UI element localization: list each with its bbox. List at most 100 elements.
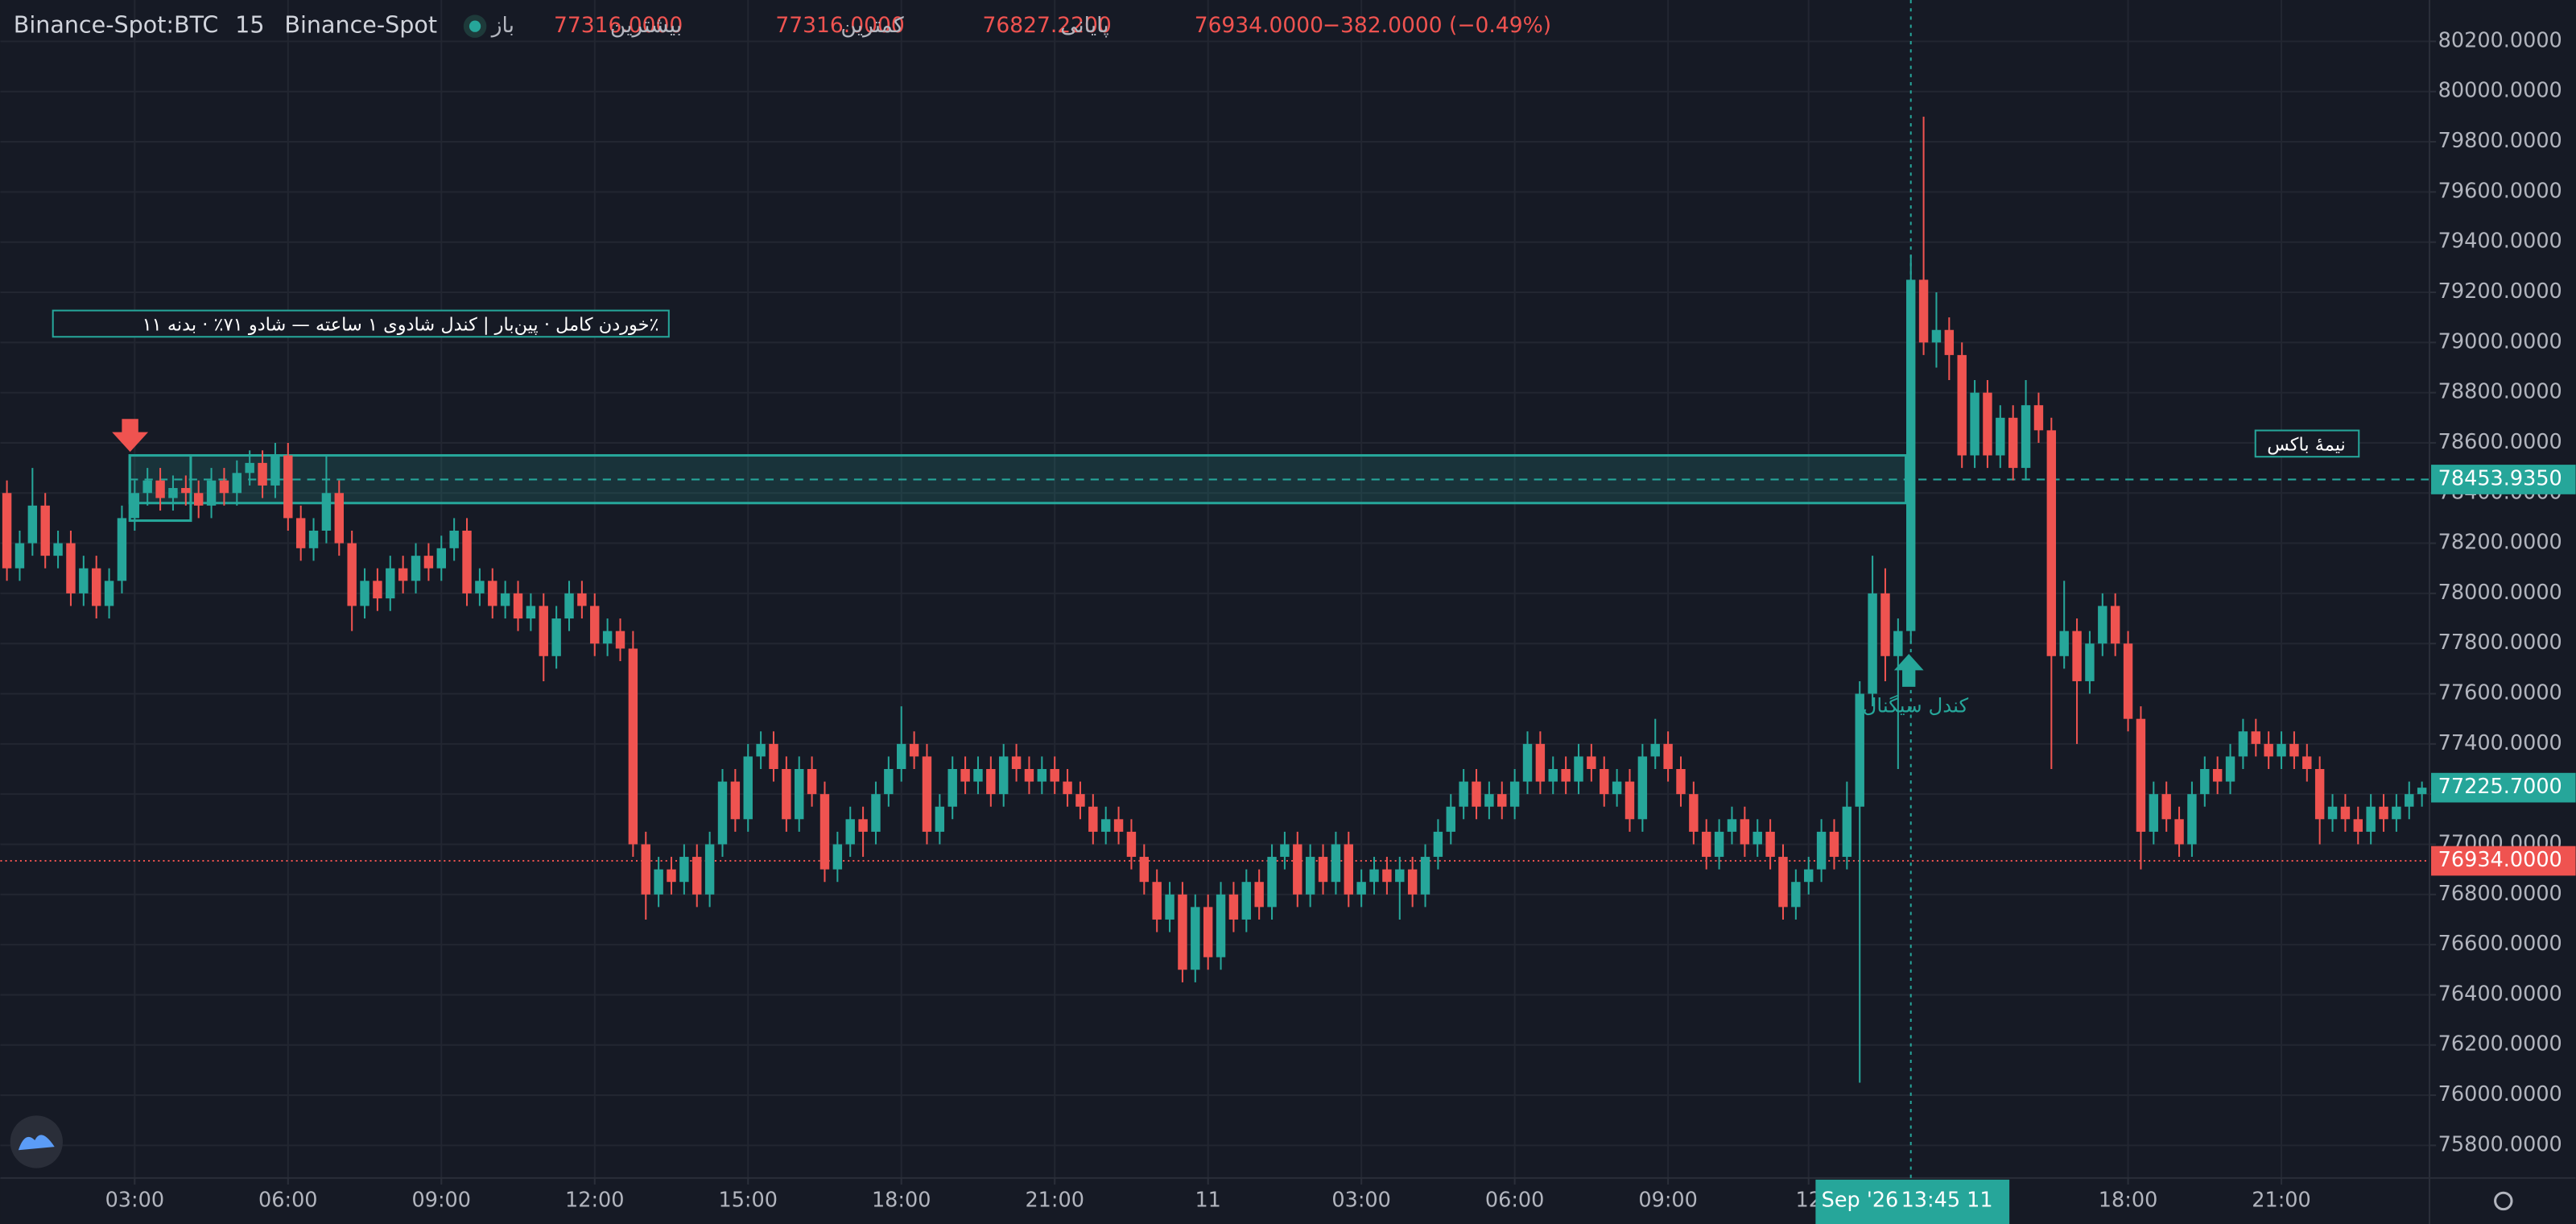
last-price-label-bg bbox=[2431, 772, 2576, 803]
y-tick-label: 77600.0000 bbox=[2438, 681, 2562, 705]
x-tick-label: 18:00 bbox=[872, 1188, 931, 1212]
y-tick-label: 76000.0000 bbox=[2438, 1082, 2562, 1106]
candle-body bbox=[2366, 806, 2376, 832]
candle-body bbox=[717, 781, 728, 845]
candle-body bbox=[1293, 844, 1302, 895]
candle-body bbox=[181, 488, 191, 494]
crosshair-time-bg bbox=[1815, 1179, 2010, 1224]
y-tick-label: 77400.0000 bbox=[2438, 731, 2562, 755]
logo-mark bbox=[18, 1135, 55, 1151]
candle-body bbox=[2264, 743, 2273, 757]
candle-body bbox=[2392, 806, 2401, 820]
close-price-label: 76934.0000 bbox=[2438, 848, 2562, 872]
half-box-text: نیمهٔ باکس bbox=[2267, 434, 2346, 455]
candle-body bbox=[258, 462, 267, 486]
candle-body bbox=[1472, 781, 1481, 807]
candle-body bbox=[795, 768, 804, 820]
candle-body bbox=[2033, 405, 2044, 431]
x-tick-label: 12:00 bbox=[565, 1188, 625, 1212]
candle-body bbox=[1791, 882, 1801, 908]
y-tick-label: 79800.0000 bbox=[2438, 129, 2562, 153]
candle-body bbox=[2225, 756, 2235, 782]
candle-body bbox=[1650, 743, 1660, 757]
y-tick-label: 79600.0000 bbox=[2438, 179, 2562, 203]
zone-mid-label-bg bbox=[2431, 465, 2576, 494]
y-tick-label: 76600.0000 bbox=[2438, 932, 2562, 956]
candle-body bbox=[1037, 768, 1047, 782]
candle-body bbox=[2200, 768, 2210, 795]
candle-body bbox=[1203, 907, 1213, 957]
change: −382.0000 (−0.49%) bbox=[1323, 13, 1551, 38]
candle-body bbox=[1382, 869, 1392, 883]
candle-body bbox=[922, 756, 932, 832]
candle-body bbox=[2277, 743, 2286, 757]
candle-body bbox=[2072, 631, 2082, 681]
candle-body bbox=[245, 462, 254, 473]
candle-body bbox=[2021, 405, 2031, 469]
close-price-label-bg bbox=[2431, 846, 2576, 876]
x-tick-label: 15:00 bbox=[718, 1188, 778, 1212]
candle-body bbox=[2212, 768, 2223, 782]
candle-body bbox=[53, 543, 63, 556]
candle-body bbox=[1778, 857, 1788, 908]
candle-body bbox=[1855, 693, 1864, 807]
candle-body bbox=[27, 505, 38, 544]
y-tick-label: 76400.0000 bbox=[2438, 982, 2562, 1006]
candle-body bbox=[1727, 819, 1737, 832]
ohlc-value: 77316.0000 bbox=[775, 13, 904, 38]
candle-body bbox=[1816, 831, 1827, 870]
candle-body bbox=[462, 530, 472, 593]
zone-mid-label: 78453.9350 bbox=[2438, 466, 2562, 490]
y-tick-label: 76800.0000 bbox=[2438, 882, 2562, 906]
candle-body bbox=[1905, 279, 1916, 631]
candle-body bbox=[1624, 781, 1635, 820]
candle-body bbox=[564, 593, 574, 619]
candle-body bbox=[1804, 869, 1814, 883]
ohlc-label: بیشترین bbox=[610, 13, 682, 38]
candle-body bbox=[1880, 593, 1890, 656]
symbol[interactable]: Binance-Spot:BTC bbox=[14, 11, 219, 39]
candle-body bbox=[1063, 781, 1072, 795]
candle-body bbox=[2059, 631, 2069, 656]
x-tick-label: 21:00 bbox=[2252, 1188, 2311, 1212]
ohlc-label: پایانی bbox=[1060, 13, 1108, 38]
y-tick-label: 78600.0000 bbox=[2438, 430, 2562, 454]
candle-body bbox=[2123, 643, 2133, 719]
candle-body bbox=[40, 505, 50, 556]
ohlc-value: 76934.0000 bbox=[1195, 13, 1323, 38]
candle-body bbox=[1484, 794, 1494, 807]
y-tick-label: 76200.0000 bbox=[2438, 1032, 2562, 1057]
candle-body bbox=[2187, 794, 2197, 845]
candle-body bbox=[360, 581, 369, 606]
candle-body bbox=[283, 455, 293, 519]
candle-body bbox=[2161, 794, 2171, 820]
candle-body bbox=[845, 819, 855, 845]
candle-body bbox=[1765, 831, 1775, 858]
candle-body bbox=[1280, 844, 1290, 858]
candle-body bbox=[960, 768, 970, 782]
candle-body bbox=[423, 556, 434, 569]
interval[interactable]: 15 bbox=[235, 11, 264, 39]
candle-body bbox=[1356, 882, 1366, 895]
candle-body bbox=[1970, 392, 1979, 456]
settings-icon[interactable] bbox=[2494, 1191, 2513, 1211]
x-tick-label: 21:00 bbox=[1025, 1188, 1084, 1212]
candle-body bbox=[1714, 831, 1724, 858]
candle-body bbox=[2251, 731, 2261, 744]
candle-body bbox=[539, 606, 548, 656]
candle-body bbox=[270, 455, 280, 486]
x-tick-label: 09:00 bbox=[1638, 1188, 1698, 1212]
candle-body bbox=[347, 543, 357, 606]
candle-body bbox=[1996, 417, 2005, 456]
candle-body bbox=[1957, 354, 1967, 456]
candle-body bbox=[1842, 806, 1852, 858]
candle-body bbox=[334, 493, 345, 544]
candle-body bbox=[193, 493, 204, 506]
x-tick-label: 06:00 bbox=[1485, 1188, 1544, 1212]
candle-body bbox=[2379, 806, 2388, 820]
candle-body bbox=[1267, 857, 1277, 908]
candle-body bbox=[628, 648, 638, 845]
candle-body bbox=[1369, 869, 1379, 883]
candle-body bbox=[488, 581, 497, 606]
